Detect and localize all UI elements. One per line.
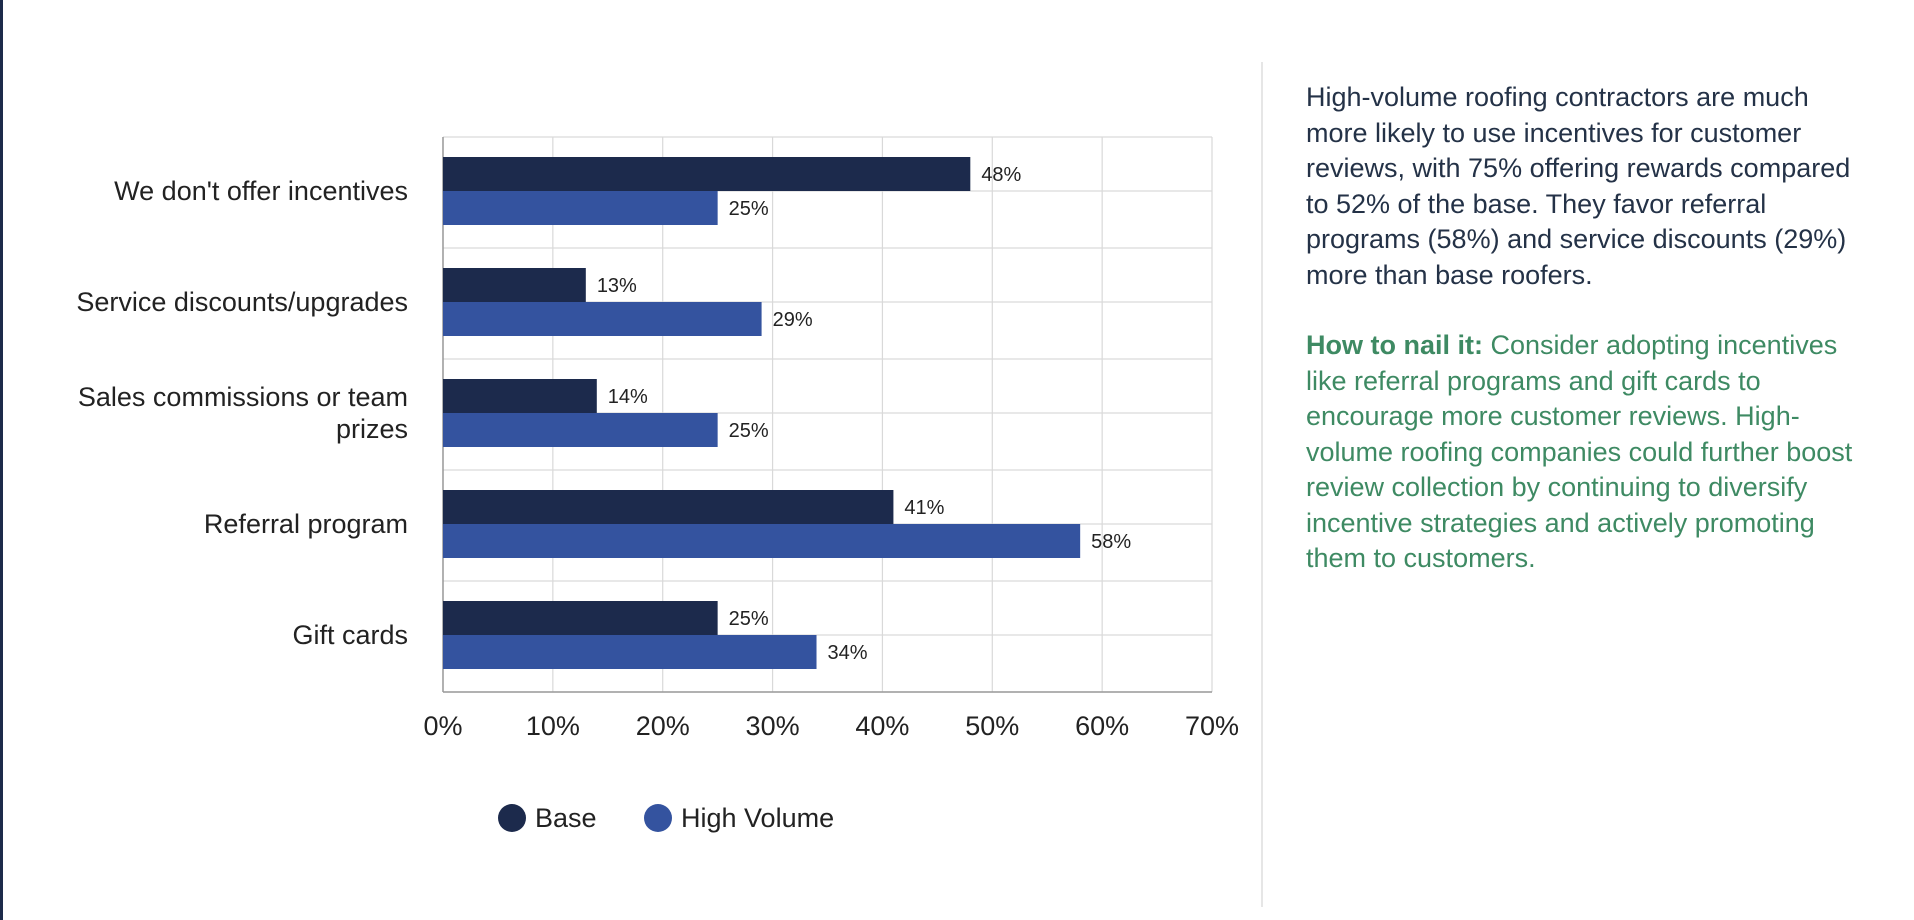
bar-high-volume [443, 302, 762, 336]
bar-base [443, 268, 586, 302]
category-label: Service discounts/upgrades [76, 287, 408, 317]
category-label: Sales commissions or team [78, 382, 408, 412]
legend-label: Base [535, 803, 597, 833]
x-tick-label: 10% [526, 711, 580, 741]
x-tick-label: 50% [965, 711, 1019, 741]
data-label: 58% [1091, 531, 1131, 553]
data-label: 25% [729, 420, 769, 442]
data-label: 48% [981, 164, 1021, 186]
insight-summary: High-volume roofing contractors are much… [1306, 82, 1851, 290]
bar-base [443, 490, 894, 524]
data-label: 29% [773, 309, 813, 331]
x-tick-label: 40% [855, 711, 909, 741]
insight-tip: How to nail it: Consider adopting incent… [1306, 328, 1866, 577]
bar-high-volume [443, 524, 1081, 558]
data-label: 13% [597, 275, 637, 297]
legend-label: High Volume [681, 803, 834, 833]
data-label: 25% [729, 198, 769, 220]
insight-panel: High-volume roofing contractors are much… [1306, 80, 1866, 577]
bar-high-volume [443, 191, 718, 225]
bar-high-volume [443, 635, 817, 669]
x-tick-label: 70% [1185, 711, 1239, 741]
incentives-bar-chart: 0% 10% 20% 30% 40% 50% 60% 70% We don't offer in… [76, 136, 1239, 833]
data-label: 25% [729, 608, 769, 630]
category-label: We don't offer incentives [114, 176, 408, 206]
data-label: 14% [608, 386, 648, 408]
x-tick-label: 30% [746, 711, 800, 741]
category-label: prizes [336, 414, 408, 444]
category-label: Referral program [204, 509, 408, 539]
category-label: Gift cards [292, 620, 408, 650]
bar-base [443, 601, 718, 635]
data-label: 34% [828, 642, 868, 664]
bar-base [443, 379, 597, 413]
legend-swatch-base [498, 804, 526, 832]
tip-lead: How to nail it: [1306, 330, 1483, 360]
x-tick-label: 60% [1075, 711, 1129, 741]
panel-divider [1261, 62, 1263, 907]
tip-body: Consider adopting incentives like referr… [1306, 330, 1853, 573]
legend-swatch-high-volume [644, 804, 672, 832]
data-label: 41% [904, 497, 944, 519]
x-tick-label: 0% [423, 711, 462, 741]
x-tick-label: 20% [636, 711, 690, 741]
bar-base [443, 157, 971, 191]
bar-high-volume [443, 413, 718, 447]
left-edge-rule [0, 0, 3, 920]
